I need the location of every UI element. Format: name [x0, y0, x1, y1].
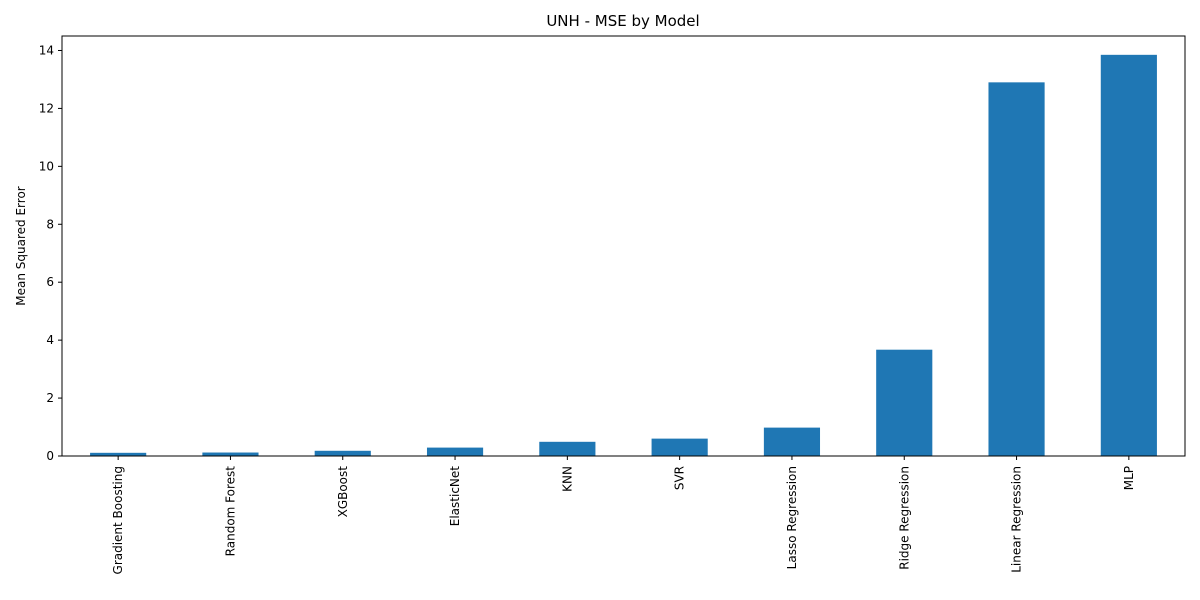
y-tick-label: 10 [39, 159, 54, 173]
y-tick-label: 4 [46, 333, 54, 347]
bar-svr [651, 438, 708, 456]
x-tick-label: MLP [1122, 466, 1136, 490]
y-axis-label: Mean Squared Error [14, 186, 28, 306]
x-tick-label: Ridge Regression [897, 466, 911, 570]
x-axis-ticks: Gradient Boosting Random Forest XGBoost Ela… [111, 456, 1136, 574]
bar-xgboost [314, 450, 371, 456]
y-tick-label: 2 [46, 391, 54, 405]
bar-gradient-boosting [90, 452, 147, 456]
bar-lasso-regression [763, 427, 821, 456]
x-tick-label: ElasticNet [448, 466, 462, 527]
x-tick-label: Random Forest [223, 466, 237, 557]
x-tick-label: KNN [560, 466, 574, 492]
bar-ridge-regression [876, 349, 933, 456]
bar-mlp [1100, 54, 1157, 457]
bar-knn [539, 441, 596, 456]
y-tick-label: 14 [39, 43, 54, 57]
y-tick-label: 0 [46, 449, 54, 463]
y-tick-label: 6 [46, 275, 54, 289]
bar-elasticnet [426, 447, 484, 456]
x-tick-label: Linear Regression [1010, 466, 1024, 573]
x-tick-label: XGBoost [336, 466, 350, 518]
y-axis-ticks: 0 2 4 6 8 10 12 14 [39, 43, 62, 463]
bars [90, 54, 1157, 457]
chart-title: UNH - MSE by Model [546, 12, 699, 30]
bar-random-forest [202, 452, 259, 456]
y-tick-label: 8 [46, 217, 54, 231]
y-tick-label: 12 [39, 101, 54, 115]
plot-frame [61, 35, 1186, 457]
bar-linear-regression [988, 82, 1045, 457]
x-tick-label: Gradient Boosting [111, 466, 125, 574]
x-tick-label: Lasso Regression [785, 466, 799, 569]
x-tick-label: SVR [673, 466, 687, 490]
